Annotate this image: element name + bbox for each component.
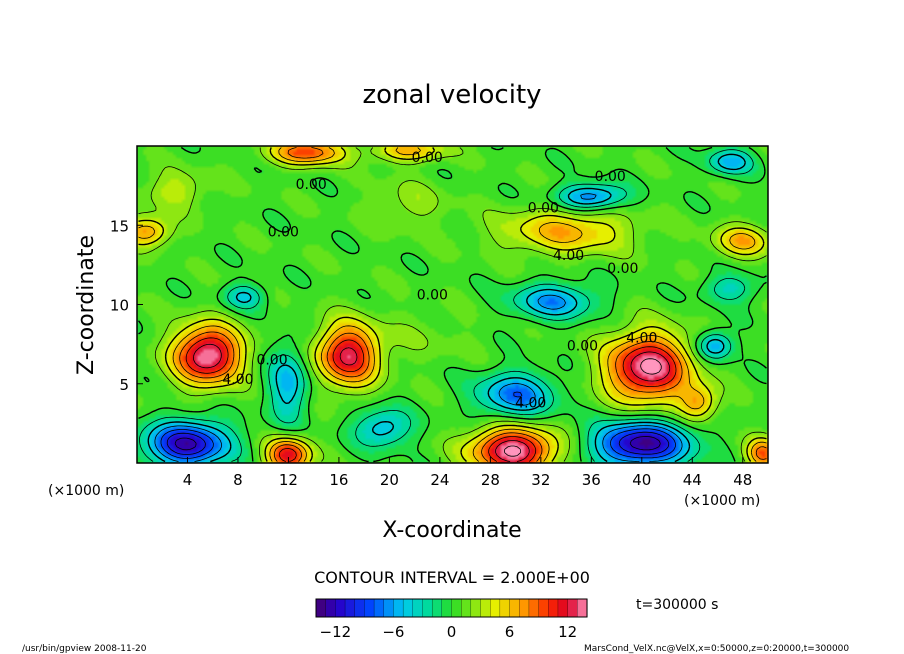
contour-label: 4.00 (515, 396, 546, 412)
colorbar-swatch (470, 598, 482, 618)
chart-title: zonal velocity (362, 80, 541, 110)
velocity-heatmap (137, 146, 768, 463)
contour-label: 4.00 (222, 372, 253, 388)
y-tick-label: 15 (110, 217, 129, 235)
x-unit-left: (×1000 m) (48, 483, 124, 499)
x-tick-label: 8 (233, 471, 243, 489)
contour-level--6 (154, 193, 683, 462)
footer-right: MarsCond_VelX.nc@VelX,x=0:50000,z=0:2000… (584, 644, 849, 654)
contour-label: 0.00 (607, 261, 638, 277)
colorbar-tick-label: 0 (447, 623, 457, 641)
x-tick-label: 12 (279, 471, 298, 489)
contour-labels: 0.000.00 0.000.000.004.000.000.004.000.00… (222, 150, 657, 412)
contour-label: 4.00 (553, 248, 584, 264)
contour-label: 0.00 (268, 224, 299, 240)
colorbar-swatch (393, 598, 404, 618)
colorbar-tick-label: 12 (558, 623, 577, 641)
colorbar-swatch (344, 598, 356, 618)
x-tick-label: 28 (481, 471, 500, 489)
colorbar-swatch (528, 598, 540, 618)
contour-label: 0.00 (528, 201, 559, 217)
colorbar-swatch (325, 598, 336, 618)
colorbar (315, 598, 588, 618)
contour-level-12 (193, 343, 671, 462)
colorbar-swatch (567, 598, 578, 618)
contour-level--8 (160, 391, 676, 459)
contour-label: 0.00 (417, 288, 448, 304)
contour-level--10 (166, 431, 670, 455)
contour-label: 0.00 (595, 169, 626, 185)
x-tick-label: 16 (329, 471, 348, 489)
colorbar-swatch (538, 598, 549, 618)
x-tick-label: 32 (531, 471, 550, 489)
contour-lines (138, 146, 767, 463)
colorbar-ticks: −12 −6 0 6 12 (320, 623, 578, 641)
contour-level-14 (504, 358, 662, 457)
colorbar-swatch (557, 598, 569, 618)
contour-level--12 (174, 436, 661, 451)
x-tick-label: 48 (733, 471, 752, 489)
colorbar-tick-label: −6 (382, 623, 404, 641)
colorbar-swatch (431, 598, 443, 618)
colorbar-swatch (499, 598, 511, 618)
x-tick-label: 36 (582, 471, 601, 489)
contour-label: 0.00 (296, 177, 327, 193)
x-tick-label: 20 (380, 471, 399, 489)
contour-level--2 (139, 149, 754, 462)
colorbar-swatch (373, 598, 385, 618)
colorbar-swatch (441, 598, 453, 618)
colorbar-tick-label: 6 (505, 623, 515, 641)
y-tick-label: 10 (110, 297, 129, 315)
x-unit-right: (×1000 m) (684, 493, 760, 509)
colorbar-swatch (577, 598, 588, 618)
contour-level-8 (179, 147, 767, 462)
colorbar-swatch (402, 598, 414, 618)
colorbar-swatch (519, 598, 530, 618)
colorbar-swatch (354, 598, 365, 618)
x-axis-label: X-coordinate (382, 518, 521, 543)
contour-level-10 (185, 337, 677, 462)
y-axis: 5 10 15 (110, 217, 143, 394)
colorbar-tick-label: −12 (320, 623, 352, 641)
contour-level-0 (138, 146, 767, 463)
x-axis: 4 8 12 16 20 24 28 32 36 40 44 48 (183, 457, 752, 489)
colorbar-swatch (490, 598, 501, 618)
time-text: t=300000 s (636, 597, 718, 613)
colorbar-swatch (480, 598, 491, 618)
y-axis-label: Z-coordinate (74, 235, 99, 375)
colorbar-swatch (451, 598, 462, 618)
contour-level-4 (138, 146, 767, 462)
x-tick-label: 4 (183, 471, 193, 489)
contour-interval-text: CONTOUR INTERVAL = 2.000E+00 (314, 568, 590, 587)
contour-label: 0.00 (567, 338, 598, 354)
colorbar-frame (315, 598, 588, 618)
colorbar-swatch (548, 598, 559, 618)
x-tick-label: 44 (683, 471, 702, 489)
contour-label: 0.00 (412, 150, 443, 166)
colorbar-swatch (509, 598, 520, 618)
colorbar-swatch (315, 598, 327, 618)
footer-left: /usr/bin/gpview 2008-11-20 (22, 644, 147, 654)
colorbar-swatch (335, 598, 346, 618)
colorbar-swatch (461, 598, 472, 618)
colorbar-swatch (412, 598, 424, 618)
x-tick-label: 40 (632, 471, 651, 489)
contour-level-2 (138, 147, 767, 462)
contour-label: 0.00 (256, 353, 287, 369)
contour-label: 4.00 (626, 331, 657, 347)
colorbar-swatch (383, 598, 394, 618)
contour-level--4 (147, 153, 746, 463)
y-tick-label: 5 (119, 376, 129, 394)
x-tick-label: 24 (430, 471, 449, 489)
colorbar-swatch (422, 598, 433, 618)
contour-level-6 (138, 147, 767, 462)
colorbar-swatch (364, 598, 375, 618)
